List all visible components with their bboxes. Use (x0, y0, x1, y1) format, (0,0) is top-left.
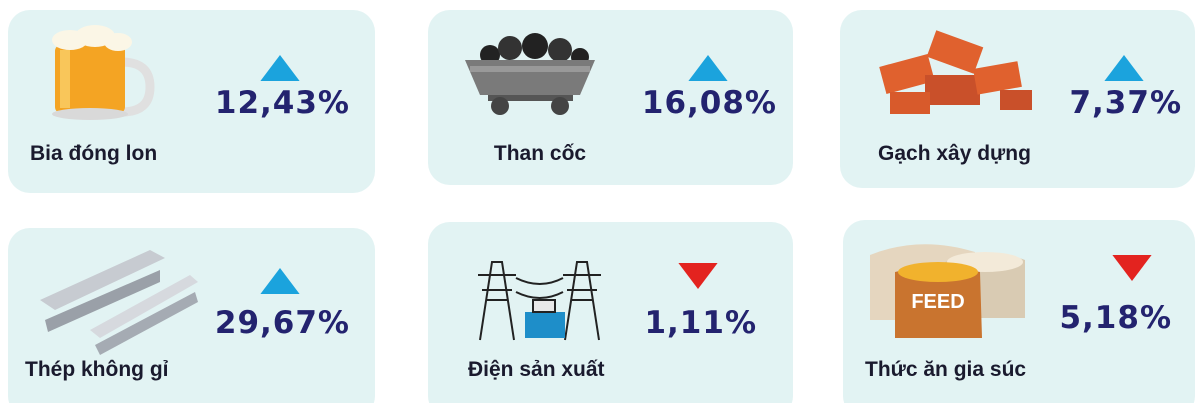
card-value: 16,08% (642, 85, 777, 121)
card-value: 1,11% (644, 305, 757, 341)
card-value: 29,67% (215, 305, 350, 341)
card-label: Thức ăn gia súc (865, 358, 1026, 381)
card-label: Bia đóng lon (30, 142, 157, 165)
card-value: 12,43% (215, 85, 350, 121)
card-label: Thép không gỉ (25, 358, 169, 381)
stat-card: Than cốc 16,08% (428, 10, 793, 185)
card-label: Than cốc (494, 142, 587, 165)
card-label: Điện sản xuất (468, 358, 605, 381)
card-value: 7,37% (1069, 85, 1182, 121)
page: Bia đóng lon 12,43% Than cốc 16,08% Gạch xây… (0, 0, 1200, 403)
card-value: 5,18% (1059, 300, 1172, 336)
sack-label: FEED (911, 291, 964, 313)
card-label: Gạch xây dựng (878, 142, 1031, 165)
stat-card: Điện sản xuất 1,11% (428, 222, 793, 403)
infographic: Bia đóng lon 12,43% Than cốc 16,08% Gạch xây… (0, 0, 1200, 403)
